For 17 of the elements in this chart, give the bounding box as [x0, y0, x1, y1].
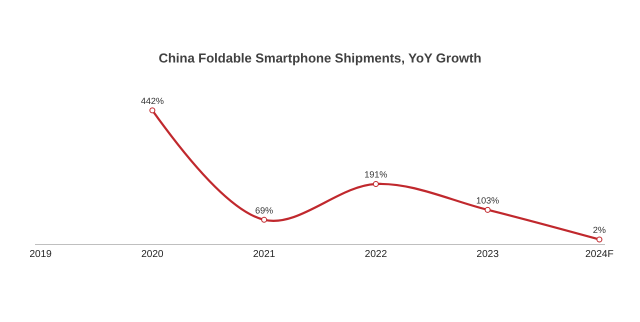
chart-title: China Foldable Smartphone Shipments, YoY Growth — [158, 50, 482, 66]
point — [596, 236, 602, 242]
point — [149, 107, 156, 114]
x-tick-label: 2019 — [29, 249, 52, 260]
data-label: 69% — [255, 205, 274, 216]
x-tick-label: 2020 — [141, 249, 164, 260]
x-tick-label: 2021 — [252, 249, 276, 260]
point — [261, 216, 268, 223]
point — [372, 181, 379, 187]
data-label: 2% — [592, 225, 606, 236]
data-label: 442% — [140, 96, 164, 106]
x-tick-label: 2023 — [476, 249, 500, 260]
x-tick-label: 2024F — [585, 249, 614, 260]
data-label: 191% — [364, 170, 388, 180]
x-tick-label: 2022 — [364, 249, 388, 260]
data-label: 103% — [476, 195, 500, 206]
point — [484, 206, 491, 213]
